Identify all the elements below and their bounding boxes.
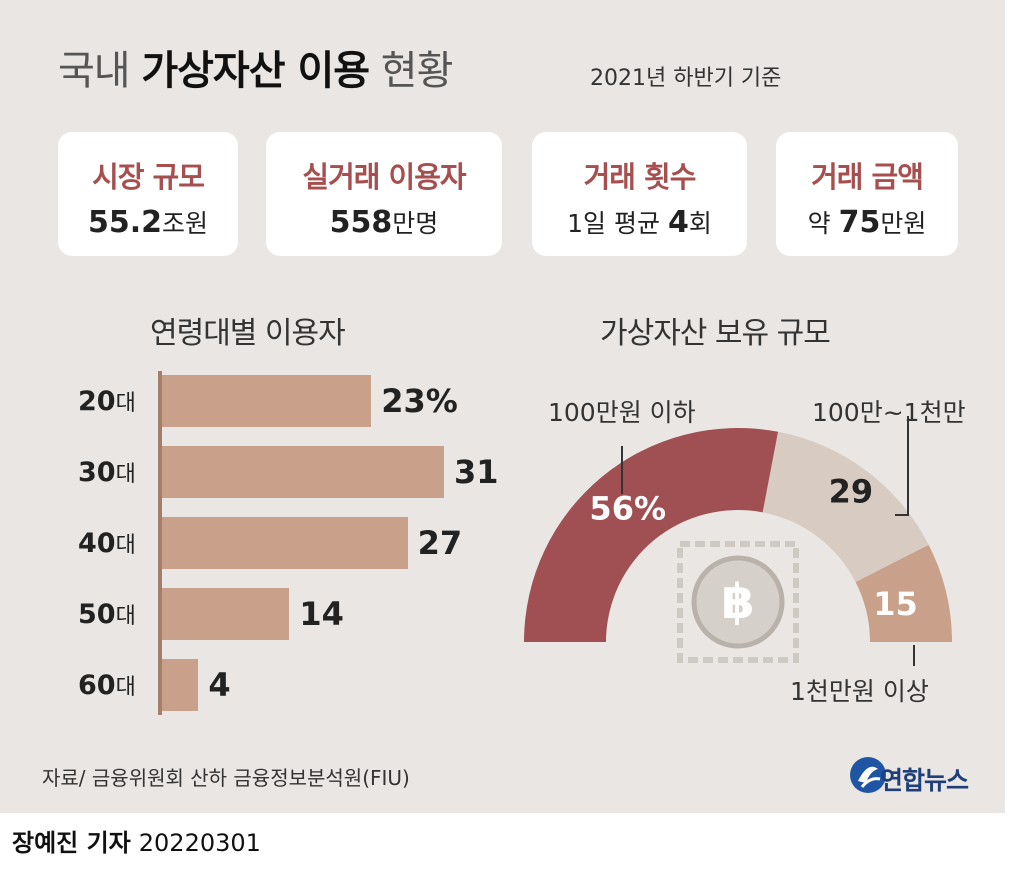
- donut-slice-value: 15: [873, 585, 918, 623]
- age-bar: [162, 375, 372, 427]
- infographic-panel: 국내 가상자산 이용 현황 2021년 하반기 기준 시장 규모 55.2조원 …: [0, 0, 1005, 813]
- donut-slice: [855, 544, 952, 642]
- age-label: 40대: [78, 528, 136, 559]
- stat-card-market-size: 시장 규모 55.2조원: [58, 132, 238, 256]
- stat-card-label: 실거래 이용자: [302, 160, 466, 194]
- age-bar-value: 14: [299, 595, 344, 633]
- age-bar: [162, 588, 290, 640]
- yonhap-logo-text: 연합뉴스: [880, 766, 969, 795]
- donut-slice-value: 29: [829, 473, 874, 511]
- yonhap-logo: 연합뉴스: [850, 757, 995, 795]
- holdings-chart-title: 가상자산 보유 규모: [600, 316, 831, 351]
- age-label-suffix: 대: [115, 675, 136, 700]
- age-label: 60대: [78, 670, 136, 701]
- page-title: 국내 가상자산 이용 현황: [58, 48, 453, 94]
- age-bar: [162, 446, 444, 498]
- age-bar: [162, 659, 199, 711]
- age-bar-value: 31: [454, 453, 499, 491]
- bar-axis-line: [158, 371, 162, 715]
- stat-card-trade-count: 거래 횟수 1일 평균 4회: [532, 132, 747, 256]
- donut-slice: [524, 427, 779, 642]
- stat-card-label: 시장 규모: [92, 160, 205, 194]
- holdings-donut-chart: ฿ 56% 29 15: [524, 416, 952, 666]
- date: 20220301: [138, 829, 261, 857]
- basis-date: 2021년 하반기 기준: [590, 66, 782, 91]
- age-chart-title: 연령대별 이용자: [150, 316, 346, 351]
- donut-category-label: 100만원 이하: [548, 398, 696, 427]
- stat-card-label: 거래 횟수: [583, 160, 697, 194]
- credit-line: 장예진 기자 20220301: [12, 823, 261, 858]
- stat-card-label: 거래 금액: [811, 160, 924, 194]
- donut-category-label: 1천만원 이상: [790, 677, 929, 706]
- donut-category-label: 100만~1천만: [812, 398, 966, 427]
- age-bar-value: 23%: [381, 382, 458, 420]
- source-note: 자료/ 금융위원회 산하 금융정보분석원(FIU): [42, 766, 410, 790]
- stat-card-trade-amount: 거래 금액 약 75만원: [776, 132, 958, 256]
- age-label: 30대: [78, 457, 136, 488]
- age-bar-value: 4: [208, 666, 231, 704]
- author: 장예진 기자: [12, 829, 131, 857]
- stat-card-value: 55.2조원: [87, 205, 209, 240]
- stat-card-value: 약 75만원: [807, 205, 927, 240]
- age-label-suffix: 대: [115, 391, 136, 416]
- age-label-suffix: 대: [115, 462, 136, 487]
- age-label-suffix: 대: [115, 604, 136, 629]
- donut-leader-line: [895, 416, 909, 516]
- age-bar-value: 27: [417, 524, 463, 562]
- donut-slice-value: 56%: [589, 490, 666, 528]
- stat-card-users: 실거래 이용자 558만명: [266, 132, 502, 256]
- donut-slice: [762, 431, 929, 583]
- stat-card-value: 1일 평균 4회: [567, 205, 712, 240]
- svg-text:฿: ฿: [721, 574, 754, 630]
- yonhap-logo-icon: [850, 757, 886, 793]
- bitcoin-chip-icon: ฿: [677, 541, 799, 663]
- age-label: 50대: [78, 599, 136, 630]
- age-label-suffix: 대: [115, 533, 136, 558]
- age-bar: [162, 517, 408, 569]
- stat-card-value: 558만명: [329, 205, 439, 240]
- age-label: 20대: [78, 386, 136, 417]
